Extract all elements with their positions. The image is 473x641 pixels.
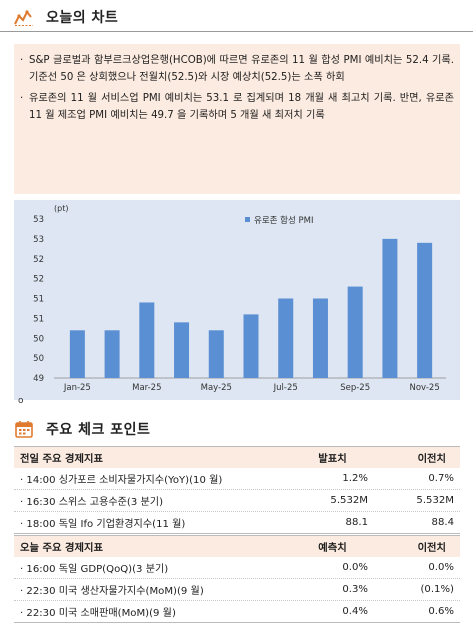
y-tick-label: 50 <box>33 334 44 344</box>
indicator-name: · 22:30 미국 생산자물가지수(MoM)(9 월) <box>20 586 204 597</box>
previous-value: 0.7% <box>428 473 454 484</box>
column-header: 오늘 주요 경제지표 <box>20 542 103 554</box>
y-tick-label: 53 <box>33 215 44 225</box>
table-row: · 22:30 미국 생산자물가지수(MoM)(9 월) 0.3% (0.1%) <box>14 579 460 601</box>
column-header: 발표치 <box>318 453 347 465</box>
bar-apr-25 <box>174 322 190 378</box>
chart-canvas: (pt) 49 50 50 51 51 52 52 53 53 Jan-25 Mar-25 May-25… <box>33 204 446 393</box>
x-tick-label: May-25 <box>201 383 232 393</box>
previous-value: 88.4 <box>431 517 454 528</box>
calendar-icon <box>12 417 36 441</box>
column-header: 예측치 <box>318 542 347 554</box>
bar-oct-25 <box>382 238 398 378</box>
summary-bullet: · 유로존의 11 월 서비스업 PMI 예비치는 53.1 로 집계되며 18… <box>20 90 454 124</box>
x-tick-label: Mar-25 <box>132 383 161 393</box>
indicator-name: · 18:00 독일 Ifo 기업환경지수(11 월) <box>20 519 186 530</box>
indicator-name: · 14:00 싱가포르 소비자물가지수(YoY)(10 월) <box>20 475 223 486</box>
table-header: 전일 주요 경제지표 발표치 이전치 <box>14 446 460 468</box>
actual-value: 88.1 <box>345 517 368 528</box>
indicator-name: · 16:00 독일 GDP(QoQ)(3 분기) <box>20 564 169 575</box>
y-tick-label: 53 <box>33 235 44 245</box>
previous-value: (0.1%) <box>420 584 454 595</box>
actual-value: 5.532M <box>330 495 368 506</box>
bar-feb-25 <box>104 330 120 378</box>
summary-bullet-text: 유로존의 11 월 서비스업 PMI 예비치는 53.1 로 집계되며 18 개… <box>29 93 454 121</box>
bar-jun-25 <box>243 314 259 378</box>
actual-value: 1.2% <box>342 473 368 484</box>
legend-label: 유로존 합성 PMI <box>254 216 313 226</box>
forecast-value: 0.4% <box>342 606 368 617</box>
y-tick-label: 50 <box>33 354 44 364</box>
bar-may-25 <box>208 330 224 378</box>
bar-mar-25 <box>139 302 155 378</box>
bar-jan-25 <box>69 330 85 378</box>
section-title: 주요 체크 포인트 <box>46 422 151 438</box>
x-tick-label: Nov-25 <box>410 383 440 393</box>
summary-bullet-text: S&P 글로벌과 함부르크상업은행(HCOB)에 따르면 유로존의 11 월 합… <box>29 55 454 83</box>
table-header: 오늘 주요 경제지표 예측치 이전치 <box>14 535 460 557</box>
previous-value: 0.0% <box>428 562 454 573</box>
bar-jul-25 <box>278 298 294 378</box>
x-tick-label: Jul-25 <box>273 383 298 393</box>
indicator-name: · 16:30 스위스 고용수준(3 분기) <box>20 497 164 508</box>
table-row: · 22:30 미국 소매판매(MoM)(9 월) 0.4% 0.6% <box>14 601 460 623</box>
line-chart-icon <box>12 5 36 29</box>
checkpoint-section-header: 주요 체크 포인트 <box>0 414 473 444</box>
y-tick-label: 51 <box>33 314 44 324</box>
small-mark: o <box>18 396 24 406</box>
pmi-bar-chart: (pt) 49 50 50 51 51 52 52 53 53 Jan-25 Mar-25 May-25… <box>14 200 460 400</box>
x-tick-label: Jan-25 <box>63 383 91 393</box>
forecast-value: 0.0% <box>342 562 368 573</box>
y-tick-label: 52 <box>33 275 44 285</box>
column-header: 전일 주요 경제지표 <box>20 453 103 465</box>
summary-box: · S&P 글로벌과 함부르크상업은행(HCOB)에 따르면 유로존의 11 월… <box>14 44 460 194</box>
previous-value: 0.6% <box>428 606 454 617</box>
previous-day-indicators-table: 전일 주요 경제지표 발표치 이전치 · 14:00 싱가포르 소비자물가지수(… <box>14 446 460 534</box>
indicator-name: · 22:30 미국 소매판매(MoM)(9 월) <box>20 608 176 619</box>
table-row: · 16:00 독일 GDP(QoQ)(3 분기) 0.0% 0.0% <box>14 557 460 579</box>
today-indicators-table: 오늘 주요 경제지표 예측치 이전치 · 16:00 독일 GDP(QoQ)(3… <box>14 535 460 623</box>
table-row: · 18:00 독일 Ifo 기업환경지수(11 월) 88.1 88.4 <box>14 512 460 534</box>
y-axis-unit: (pt) <box>54 204 68 213</box>
table-row: · 14:00 싱가포르 소비자물가지수(YoY)(10 월) 1.2% 0.7… <box>14 468 460 490</box>
section-title: 오늘의 차트 <box>46 9 119 26</box>
column-header: 이전치 <box>417 542 446 554</box>
forecast-value: 0.3% <box>342 584 368 595</box>
table-row: · 16:30 스위스 고용수준(3 분기) 5.532M 5.532M <box>14 490 460 512</box>
y-tick-label: 49 <box>33 374 44 384</box>
column-header: 이전치 <box>417 453 446 465</box>
y-tick-label: 52 <box>33 255 44 265</box>
bar-sep-25 <box>347 286 363 378</box>
bar-nov-25 <box>417 242 433 378</box>
chart-section-header: 오늘의 차트 <box>0 2 473 32</box>
y-tick-label: 51 <box>33 295 44 305</box>
previous-value: 5.532M <box>416 495 454 506</box>
summary-bullet: · S&P 글로벌과 함부르크상업은행(HCOB)에 따르면 유로존의 11 월… <box>20 52 454 86</box>
bar-aug-25 <box>312 298 328 378</box>
x-tick-label: Sep-25 <box>340 383 370 393</box>
legend-swatch <box>245 217 250 222</box>
